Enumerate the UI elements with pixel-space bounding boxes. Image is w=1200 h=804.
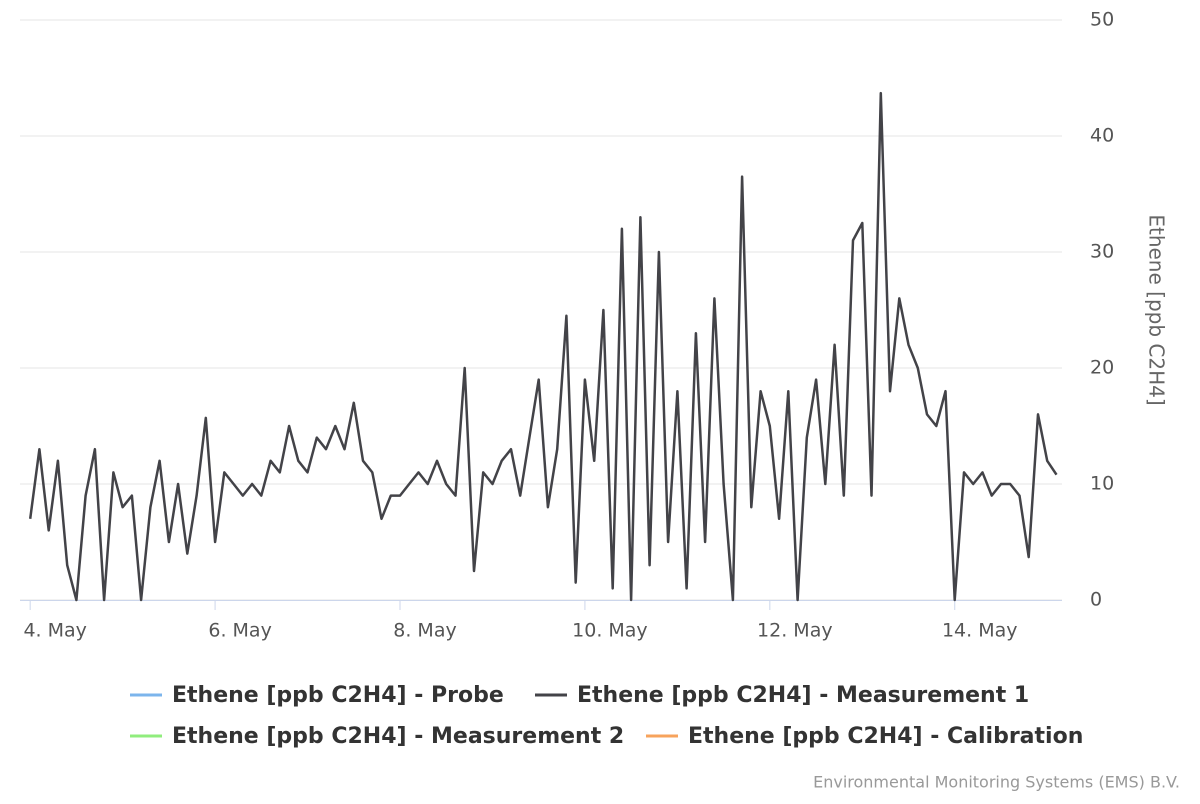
- legend-label: Ethene [ppb C2H4] - Measurement 1: [577, 683, 1029, 708]
- x-tick-label: 14. May: [942, 620, 1018, 642]
- x-tick-label: 4. May: [23, 620, 86, 642]
- y-tick-label: 50: [1090, 9, 1114, 31]
- legend-label: Ethene [ppb C2H4] - Calibration: [688, 724, 1083, 749]
- y-tick-label: 30: [1090, 241, 1114, 263]
- y-tick-label: 10: [1090, 473, 1114, 495]
- y-tick-label: 40: [1090, 125, 1114, 147]
- x-tick-label: 12. May: [757, 620, 833, 642]
- legend-label: Ethene [ppb C2H4] - Measurement 2: [172, 724, 624, 749]
- credits: Environmental Monitoring Systems (EMS) B…: [813, 773, 1180, 792]
- legend-label: Ethene [ppb C2H4] - Probe: [172, 683, 504, 708]
- series-line: [28, 91, 1058, 602]
- y-axis-title: Ethene [ppb C2H4]: [1145, 214, 1169, 405]
- x-tick-label: 8. May: [393, 620, 456, 642]
- x-tick-label: 10. May: [572, 620, 648, 642]
- y-tick-label: 0: [1090, 589, 1102, 611]
- y-tick-label: 20: [1090, 357, 1114, 379]
- x-tick-label: 6. May: [208, 620, 271, 642]
